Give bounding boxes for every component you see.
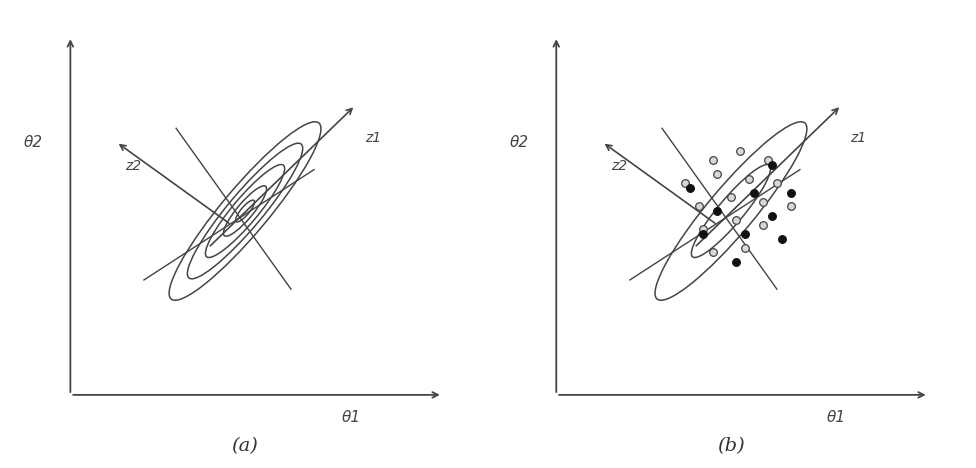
Text: θ1: θ1	[342, 410, 360, 425]
Text: (a): (a)	[231, 437, 259, 454]
Text: z1: z1	[365, 131, 381, 145]
Text: (b): (b)	[717, 437, 745, 454]
Text: θ1: θ1	[827, 410, 846, 425]
Text: z1: z1	[850, 131, 867, 145]
Text: θ2: θ2	[24, 135, 43, 150]
Text: z2: z2	[611, 159, 628, 173]
Text: θ2: θ2	[509, 135, 529, 150]
Text: z2: z2	[126, 159, 142, 173]
